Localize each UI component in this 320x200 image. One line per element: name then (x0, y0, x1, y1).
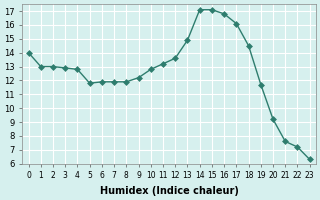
X-axis label: Humidex (Indice chaleur): Humidex (Indice chaleur) (100, 186, 239, 196)
